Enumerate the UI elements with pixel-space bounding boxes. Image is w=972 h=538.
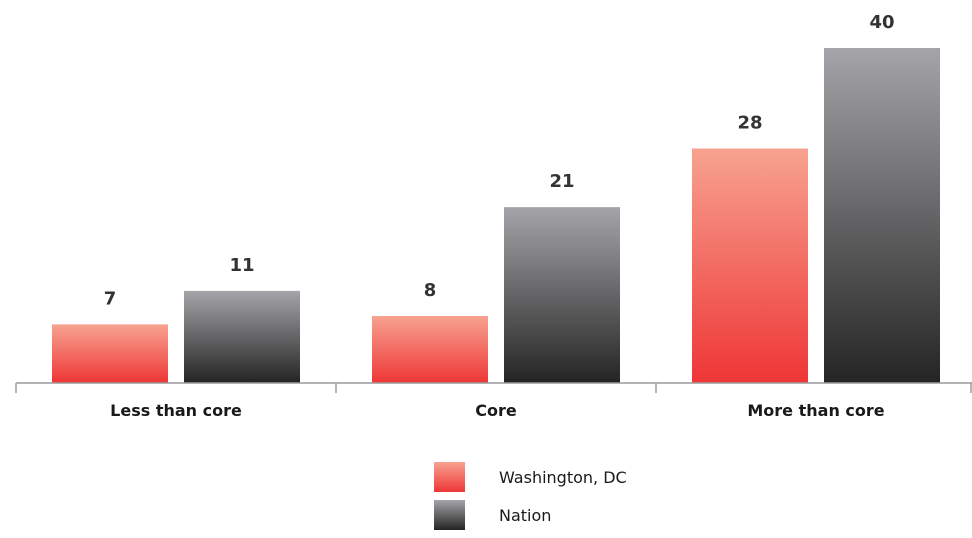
legend-item-nation: Nation xyxy=(434,500,627,530)
bars-layer xyxy=(52,48,940,383)
legend: Washington, DC Nation xyxy=(434,462,627,538)
value-label-nation-2: 40 xyxy=(869,12,894,33)
category-label-2: More than core xyxy=(747,401,884,420)
legend-swatch-dc xyxy=(434,462,465,492)
legend-swatch-nation xyxy=(434,500,465,530)
bar-nation-1 xyxy=(504,207,620,383)
value-label-dc-2: 28 xyxy=(737,113,762,134)
value-label-dc-1: 8 xyxy=(424,280,437,301)
bar-dc-0 xyxy=(52,324,168,383)
bar-dc-1 xyxy=(372,316,488,383)
value-labels-layer: 7 11 8 21 28 40 xyxy=(104,12,895,309)
bar-chart: 7 11 8 21 28 40 Less than core Core More than c… xyxy=(15,12,972,420)
value-label-nation-0: 11 xyxy=(229,255,254,276)
legend-label-dc: Washington, DC xyxy=(499,467,627,487)
bar-dc-2 xyxy=(692,148,808,383)
legend-item-dc: Washington, DC xyxy=(434,462,627,492)
bar-nation-0 xyxy=(184,290,300,383)
category-label-0: Less than core xyxy=(110,401,242,420)
legend-label-nation: Nation xyxy=(499,505,552,525)
x-axis: Less than core Core More than core xyxy=(15,382,972,420)
category-label-1: Core xyxy=(475,401,517,420)
bar-nation-2 xyxy=(824,48,940,383)
value-label-nation-1: 21 xyxy=(549,171,574,192)
value-label-dc-0: 7 xyxy=(104,288,117,309)
